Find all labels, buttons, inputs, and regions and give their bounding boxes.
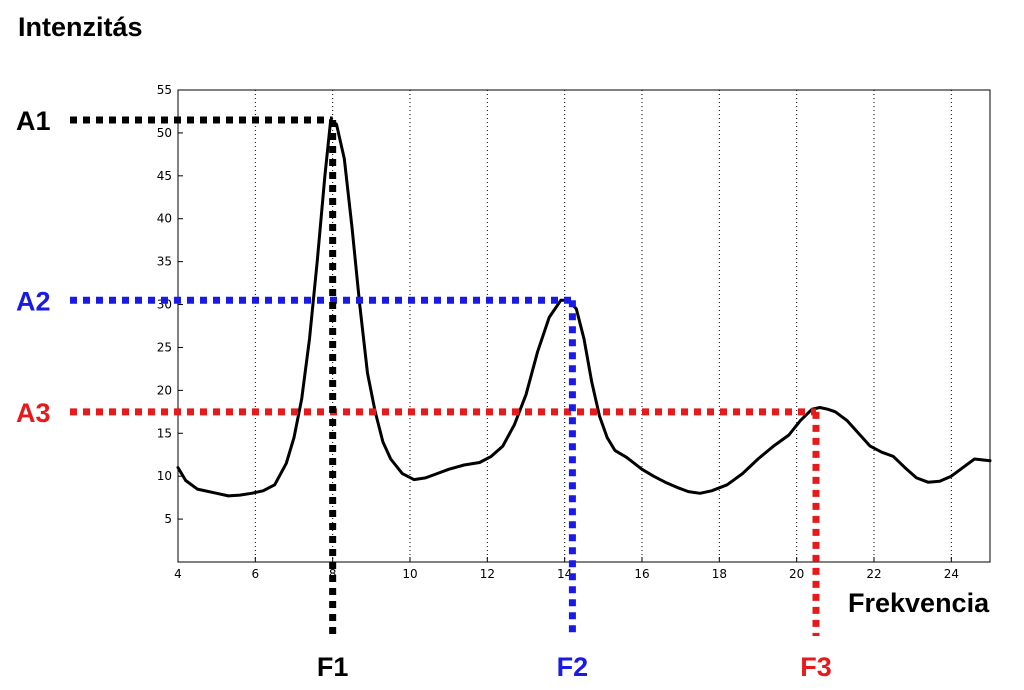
x-tick-label: 22 [866, 567, 881, 581]
x-tick-label: 4 [174, 567, 182, 581]
y-tick-label: 50 [157, 126, 172, 140]
a2-label: A2 [16, 286, 51, 316]
y-tick-label: 55 [157, 83, 172, 97]
y-tick-label: 40 [157, 212, 172, 226]
plot-area [178, 90, 990, 562]
a3-label: A3 [16, 398, 51, 428]
x-axis-label: Frekvencia [848, 588, 990, 618]
y-tick-label: 35 [157, 255, 172, 269]
f2-label: F2 [557, 652, 589, 682]
y-tick-label: 5 [164, 512, 172, 526]
x-tick-label: 24 [944, 567, 959, 581]
f3-label: F3 [800, 652, 832, 682]
y-tick-label: 45 [157, 169, 172, 183]
x-tick-label: 10 [402, 567, 417, 581]
y-tick-label: 20 [157, 383, 172, 397]
x-tick-label: 16 [634, 567, 649, 581]
a1-label: A1 [16, 106, 51, 136]
plot-frame [177, 89, 991, 563]
y-tick-label: 10 [157, 469, 172, 483]
y-tick-label: 15 [157, 426, 172, 440]
x-tick-label: 14 [557, 567, 572, 581]
y-tick-label: 30 [157, 298, 172, 312]
x-tick-label: 20 [789, 567, 804, 581]
f1-label: F1 [317, 652, 349, 682]
y-axis-label: Intenzitás [18, 12, 143, 42]
y-tick-label: 25 [157, 340, 172, 354]
x-tick-label: 8 [329, 567, 337, 581]
x-tick-label: 18 [712, 567, 727, 581]
x-tick-label: 6 [252, 567, 260, 581]
x-tick-label: 12 [480, 567, 495, 581]
